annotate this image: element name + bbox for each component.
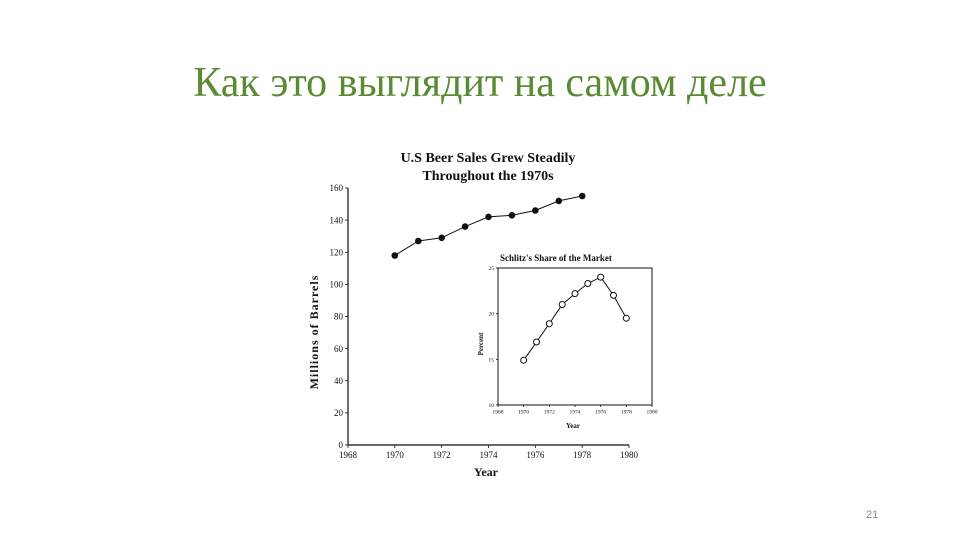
main-y-tick-label: 20 xyxy=(334,408,344,418)
inset-x-tick-label: 1970 xyxy=(518,410,529,416)
inset-x-tick-label: 1980 xyxy=(647,410,658,416)
inset-data-point xyxy=(520,356,528,364)
main-data-point xyxy=(391,252,399,259)
main-x-tick-label: 1974 xyxy=(480,450,499,460)
inset-axes: 10 15 20 25 1968 1970 1972 1974 1976 1978 1980 xyxy=(489,266,658,416)
main-chart-subtitle: Throughout the 1970s xyxy=(422,169,554,184)
main-data-point xyxy=(578,192,586,200)
main-y-tick-label: 100 xyxy=(330,280,344,290)
main-data-point xyxy=(415,237,422,245)
inset-data-point xyxy=(533,338,540,346)
inset-plot-frame xyxy=(497,267,653,406)
main-y-tick-label: 120 xyxy=(330,247,344,257)
page-number: 21 xyxy=(866,509,879,521)
slide-title: Как это выглядит на самом деле xyxy=(193,60,767,106)
main-series xyxy=(391,192,586,259)
inset-chart-xlabel: Year xyxy=(566,422,580,430)
inset-chart-title: Schlitz's Share of the Market xyxy=(500,253,612,263)
main-chart-xlabel: Year xyxy=(474,465,499,479)
main-y-tick-label: 0 xyxy=(339,440,344,450)
inset-x-tick-label: 1972 xyxy=(544,410,555,416)
main-chart: U.S Beer Sales Grew Steadily Throughout … xyxy=(307,151,639,479)
inset-x-tick-label: 1976 xyxy=(595,410,606,416)
main-chart-ylabel: Millions of Barrels xyxy=(307,275,321,390)
main-y-tick-label: 60 xyxy=(334,344,344,354)
inset-y-tick-label: 10 xyxy=(489,403,495,409)
main-data-point xyxy=(508,212,516,219)
main-data-point xyxy=(485,213,492,221)
inset-chart: Schlitz's Share of the Market 10 15 20 25 19… xyxy=(477,253,658,430)
inset-x-tick-label: 1974 xyxy=(570,410,581,416)
main-x-tick-label: 1980 xyxy=(620,450,639,460)
main-axes: 0 20 40 60 80 100 120 140 160 1968 1970 1972 1974 197… xyxy=(330,183,639,460)
inset-data-point xyxy=(597,273,605,281)
inset-series xyxy=(520,273,630,364)
inset-data-point xyxy=(571,290,579,298)
inset-y-tick-label: 15 xyxy=(489,357,495,363)
beer-sales-figure: U.S Beer Sales Grew Steadily Throughout … xyxy=(307,151,658,479)
main-chart-title: U.S Beer Sales Grew Steadily xyxy=(401,151,576,166)
inset-x-tick-label: 1968 xyxy=(493,410,504,416)
main-y-tick-label: 160 xyxy=(330,183,344,193)
main-x-tick-label: 1976 xyxy=(526,450,545,460)
main-x-tick-label: 1972 xyxy=(433,450,451,460)
main-data-point xyxy=(438,234,445,242)
inset-chart-ylabel: Percent xyxy=(477,332,485,355)
main-x-tick-label: 1968 xyxy=(339,450,358,460)
inset-data-point xyxy=(584,280,592,287)
main-y-tick-label: 140 xyxy=(330,215,344,225)
main-data-point xyxy=(532,207,539,214)
inset-y-tick-label: 25 xyxy=(489,266,495,272)
inset-data-point xyxy=(558,301,566,308)
main-x-tick-label: 1970 xyxy=(386,450,405,460)
main-x-tick-label: 1978 xyxy=(573,450,592,460)
main-series-line xyxy=(394,195,583,256)
inset-x-tick-label: 1978 xyxy=(621,410,632,416)
main-data-point xyxy=(461,223,469,230)
figure: U.S Beer Sales Grew Steadily Throughout … xyxy=(290,140,690,485)
inset-data-point xyxy=(622,314,630,322)
main-data-point xyxy=(555,197,563,205)
inset-data-point xyxy=(610,291,617,299)
main-y-tick-label: 80 xyxy=(334,312,344,322)
inset-data-point xyxy=(545,320,553,328)
inset-y-tick-label: 20 xyxy=(489,312,495,318)
main-y-tick-label: 40 xyxy=(334,376,344,386)
